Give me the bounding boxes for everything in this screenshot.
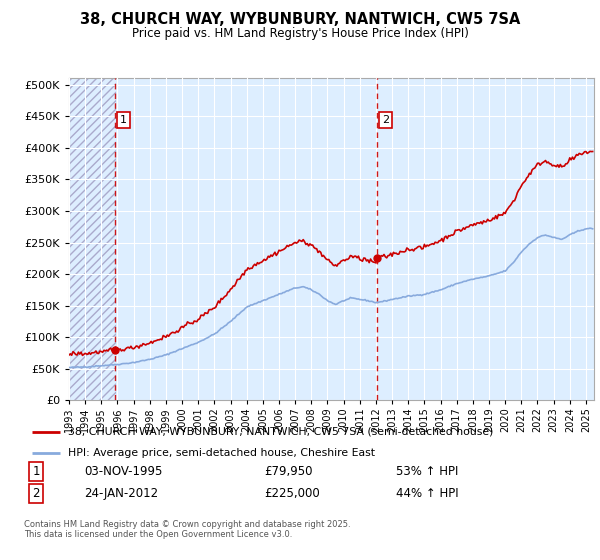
Bar xyxy=(69,78,116,400)
Text: 03-NOV-1995: 03-NOV-1995 xyxy=(84,465,163,478)
Text: 38, CHURCH WAY, WYBUNBURY, NANTWICH, CW5 7SA (semi-detached house): 38, CHURCH WAY, WYBUNBURY, NANTWICH, CW5… xyxy=(68,427,494,437)
Text: 1: 1 xyxy=(32,465,40,478)
Text: 2: 2 xyxy=(382,115,389,125)
Text: £225,000: £225,000 xyxy=(264,487,320,501)
Text: 24-JAN-2012: 24-JAN-2012 xyxy=(84,487,158,501)
Text: 44% ↑ HPI: 44% ↑ HPI xyxy=(396,487,458,501)
Text: Price paid vs. HM Land Registry's House Price Index (HPI): Price paid vs. HM Land Registry's House … xyxy=(131,27,469,40)
Text: 1: 1 xyxy=(120,115,127,125)
Text: 2: 2 xyxy=(32,487,40,501)
Text: 53% ↑ HPI: 53% ↑ HPI xyxy=(396,465,458,478)
Text: 38, CHURCH WAY, WYBUNBURY, NANTWICH, CW5 7SA: 38, CHURCH WAY, WYBUNBURY, NANTWICH, CW5… xyxy=(80,12,520,27)
Text: Contains HM Land Registry data © Crown copyright and database right 2025.
This d: Contains HM Land Registry data © Crown c… xyxy=(24,520,350,539)
Text: £79,950: £79,950 xyxy=(264,465,313,478)
Text: HPI: Average price, semi-detached house, Cheshire East: HPI: Average price, semi-detached house,… xyxy=(68,448,375,458)
